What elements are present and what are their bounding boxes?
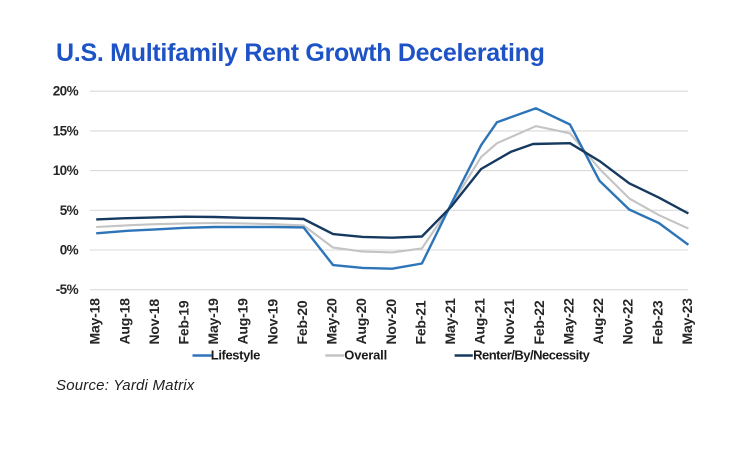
svg-text:May-20: May-20 xyxy=(324,298,340,345)
svg-text:May-19: May-19 xyxy=(205,298,221,345)
svg-text:Aug-19: Aug-19 xyxy=(235,298,251,345)
svg-text:May-21: May-21 xyxy=(442,298,458,345)
svg-text:May-18: May-18 xyxy=(87,298,103,345)
svg-text:Aug-22: Aug-22 xyxy=(590,298,606,345)
svg-text:May-23: May-23 xyxy=(679,298,695,345)
svg-text:Nov-19: Nov-19 xyxy=(264,299,280,345)
svg-text:Overall: Overall xyxy=(344,348,387,363)
svg-text:Renter/By/Necessity: Renter/By/Necessity xyxy=(473,348,590,363)
svg-text:Nov-21: Nov-21 xyxy=(501,299,517,345)
svg-text:Feb-23: Feb-23 xyxy=(649,300,665,344)
svg-text:Feb-22: Feb-22 xyxy=(531,300,547,344)
svg-text:Nov-20: Nov-20 xyxy=(383,299,399,345)
svg-text:Lifestyle: Lifestyle xyxy=(211,348,260,363)
svg-text:Aug-18: Aug-18 xyxy=(116,298,132,345)
svg-text:Nov-22: Nov-22 xyxy=(620,299,636,345)
svg-text:15%: 15% xyxy=(53,123,79,138)
svg-text:Aug-20: Aug-20 xyxy=(353,298,369,345)
svg-text:Nov-18: Nov-18 xyxy=(146,299,162,345)
svg-text:10%: 10% xyxy=(53,163,79,178)
svg-text:5%: 5% xyxy=(60,203,79,218)
svg-text:Feb-19: Feb-19 xyxy=(176,300,192,344)
svg-text:20%: 20% xyxy=(53,84,79,99)
svg-text:Feb-21: Feb-21 xyxy=(412,300,428,344)
svg-text:May-22: May-22 xyxy=(561,298,577,345)
svg-text:-5%: -5% xyxy=(56,282,79,297)
svg-text:Feb-20: Feb-20 xyxy=(294,300,310,344)
svg-text:0%: 0% xyxy=(60,243,79,258)
svg-text:Aug-21: Aug-21 xyxy=(472,298,488,345)
